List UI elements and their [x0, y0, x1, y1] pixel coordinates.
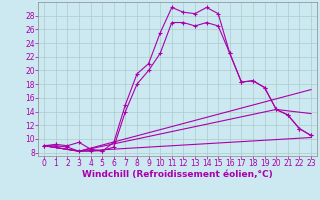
X-axis label: Windchill (Refroidissement éolien,°C): Windchill (Refroidissement éolien,°C) [82, 170, 273, 179]
